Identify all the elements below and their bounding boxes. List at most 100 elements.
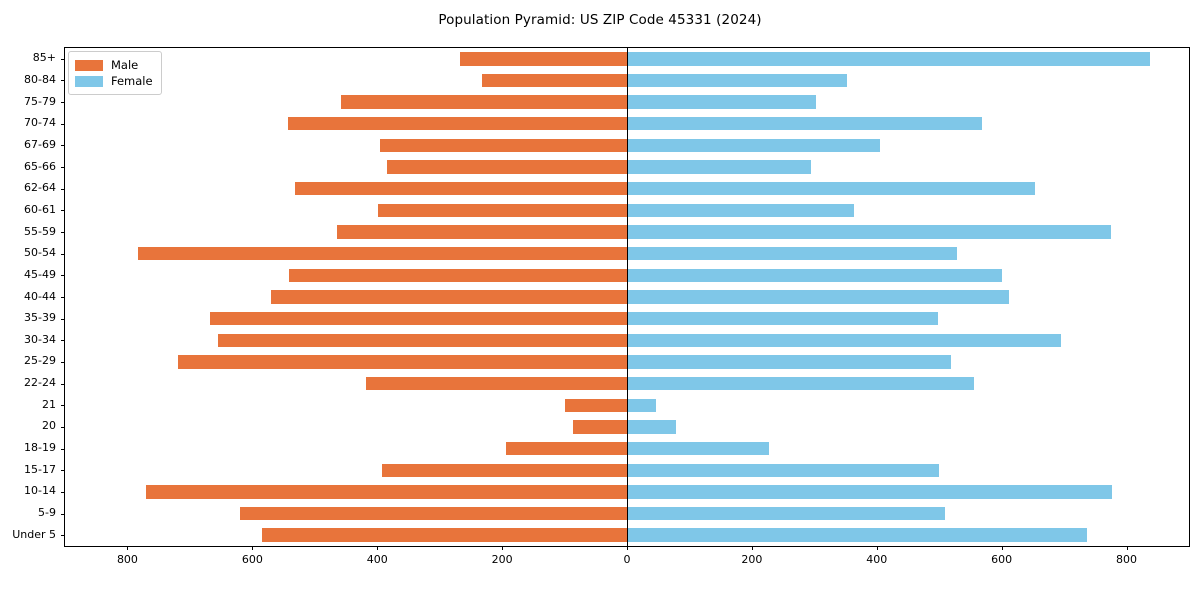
y-axis-tick [61,426,65,428]
bar-row [65,485,1189,499]
y-axis-tick-label: 5-9 [38,506,56,520]
bar-male[interactable] [380,138,627,153]
bar-male[interactable] [382,463,627,477]
y-axis-tick-label: 10-14 [24,484,56,498]
bar-female[interactable] [627,182,1035,196]
legend-swatch-female [75,75,103,87]
y-axis-tick [61,253,65,255]
bar-row [65,182,1189,196]
y-axis-tick-label: 45-49 [24,267,56,281]
bar-female[interactable] [627,117,982,131]
bar-row [65,138,1189,153]
y-axis-tick [61,383,65,385]
y-axis-tick [61,145,65,147]
bar-row [65,528,1189,542]
bar-male[interactable] [178,355,627,369]
bar-row [65,73,1189,88]
x-axis-tick-label: 200 [741,553,763,566]
bar-male[interactable] [459,52,627,66]
y-axis-tick-label: 18-19 [24,441,56,455]
y-axis-tick-label: 30-34 [24,332,56,346]
y-axis-tick [61,513,65,515]
bar-female[interactable] [627,268,1003,283]
bar-row [65,117,1189,131]
bar-male[interactable] [145,485,627,499]
bar-female[interactable] [627,160,811,174]
bar-male[interactable] [365,376,627,391]
y-axis-tick-label: 67-69 [24,137,56,151]
bar-male[interactable] [378,203,627,218]
zero-axis-line [627,48,628,546]
bar-row [65,311,1189,326]
bar-male[interactable] [261,528,627,542]
legend-label-male: Male [111,58,139,72]
legend-entry-male[interactable]: Male [75,57,153,73]
bar-male[interactable] [386,160,627,174]
bar-female[interactable] [627,290,1009,304]
plot-area: 800 600 400 200 0 200 400 600 800 [61,47,1190,566]
y-axis-tick [61,102,65,104]
bar-female[interactable] [627,355,952,369]
y-axis-tick-label: 70-74 [24,116,56,130]
x-axis-tick [751,546,753,550]
bar-female[interactable] [627,138,880,153]
bar-female[interactable] [627,376,975,391]
bar-row [65,268,1189,283]
y-axis-tick [61,491,65,493]
bar-female[interactable] [627,506,946,521]
bar-female[interactable] [627,225,1111,239]
bar-female[interactable] [627,52,1150,66]
bar-female[interactable] [627,441,770,456]
bar-male[interactable] [287,117,627,131]
bar-female[interactable] [627,246,957,261]
bar-male[interactable] [217,333,627,347]
x-axis-tick-label: 800 [1116,553,1138,566]
bar-male[interactable] [336,225,627,239]
bar-female[interactable] [627,95,816,109]
bar-female[interactable] [627,333,1061,347]
bar-male[interactable] [573,420,627,434]
y-axis-tick [61,123,65,125]
bar-female[interactable] [627,203,854,218]
y-axis-tick [61,297,65,298]
x-axis-tick-label: 400 [866,553,888,566]
bar-male[interactable] [289,268,627,283]
bar-male[interactable] [505,441,627,456]
bar-row [65,290,1189,304]
y-axis-tick [61,210,65,212]
y-axis-tick [61,80,65,82]
bar-male[interactable] [294,182,627,196]
bar-male[interactable] [209,311,627,326]
x-axis-tick [252,546,254,550]
bar-female[interactable] [627,311,938,326]
y-axis-tick-label: 22-24 [24,376,56,390]
bar-male[interactable] [341,95,627,109]
x-axis-tick-label: 200 [491,553,513,566]
x-axis-tick [1001,546,1003,550]
y-axis-tick [61,470,65,472]
bar-male[interactable] [271,290,627,304]
bar-female[interactable] [627,485,1113,499]
bar-male[interactable] [138,246,627,261]
page-title: Population Pyramid: US ZIP Code 45331 (2… [438,12,762,28]
x-axis-tick-label: 600 [241,553,263,566]
bar-male[interactable] [481,73,627,88]
bar-row [65,355,1189,369]
bar-female[interactable] [627,420,677,434]
y-axis-tick [61,535,65,537]
y-axis-tick-label: 80-84 [24,72,56,86]
bar-female[interactable] [627,463,940,477]
bar-row [65,333,1189,347]
bar-female[interactable] [627,398,656,412]
y-axis-tick-label: 35-39 [24,311,56,325]
bar-row [65,398,1189,412]
bar-female[interactable] [627,73,847,88]
bar-row [65,95,1189,109]
bar-female[interactable] [627,528,1088,542]
legend-entry-female[interactable]: Female [75,73,153,89]
bar-male[interactable] [564,398,627,412]
bar-male[interactable] [239,506,627,521]
x-axis-tick [876,546,878,550]
y-axis-tick-label: Under 5 [12,527,56,541]
y-axis-tick [61,188,65,190]
